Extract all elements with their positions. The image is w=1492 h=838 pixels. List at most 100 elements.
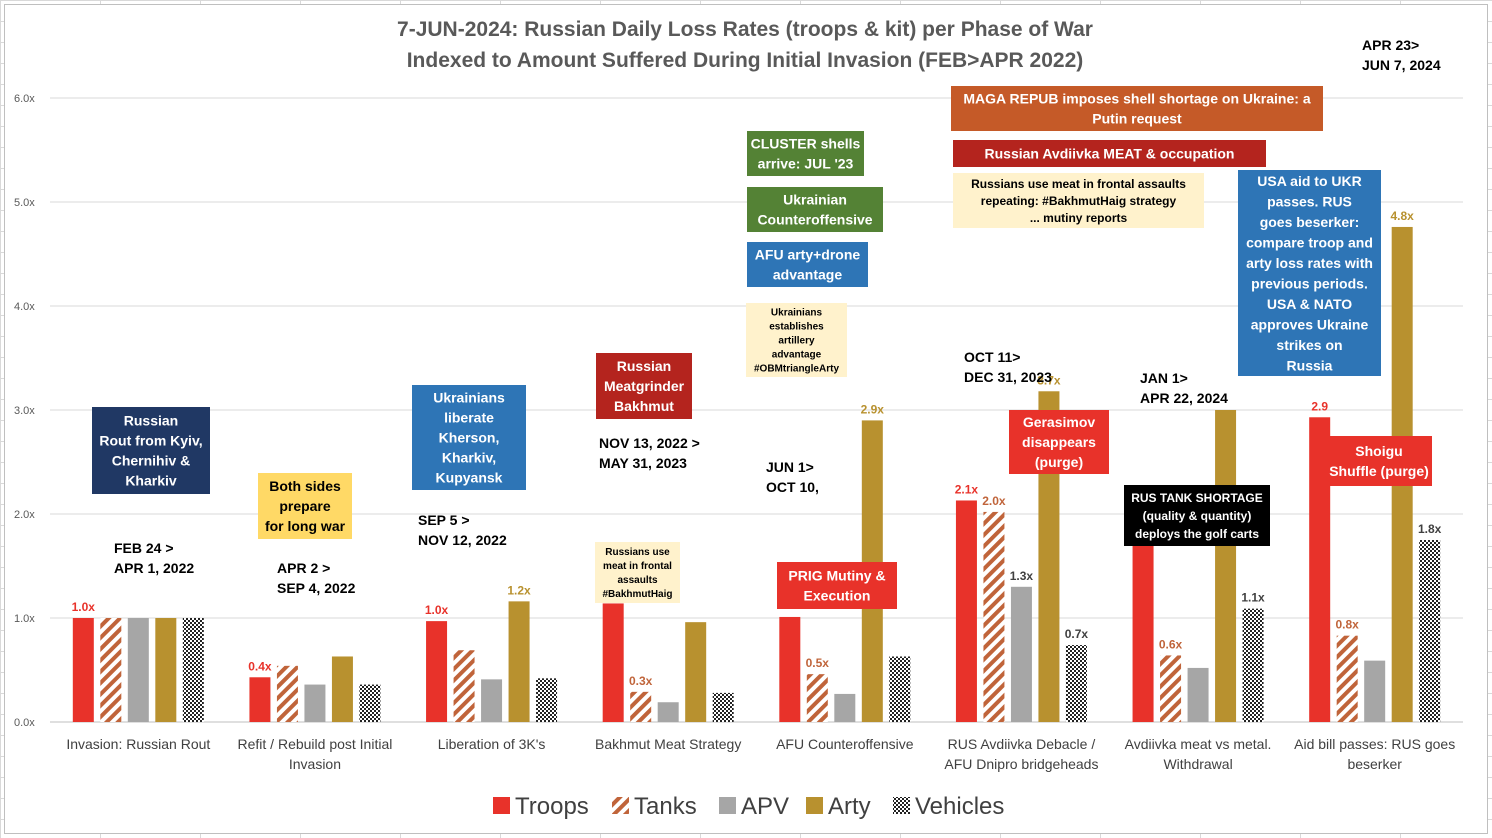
- annotation-text: Ukrainians: [433, 390, 505, 406]
- x-axis-labels: Invasion: Russian Rout Refit / Rebuild po…: [66, 736, 1455, 772]
- annotation-background: [951, 86, 1323, 131]
- bar-apv: [1187, 667, 1209, 722]
- bar-vehicles: [889, 656, 911, 722]
- annotation-background: [595, 542, 680, 603]
- category-label: beserker: [1347, 756, 1402, 772]
- annotation-text: advantage: [772, 350, 822, 361]
- legend-swatch-troops: [493, 797, 510, 814]
- y-tick-label: 4.0x: [14, 301, 35, 313]
- annotation-text: Kharkiv: [125, 473, 177, 489]
- annotation-text: Shuffle (purge): [1329, 463, 1429, 479]
- annotation-text: Russia: [1287, 357, 1333, 373]
- annotation-text: prepare: [279, 498, 331, 514]
- period-label: SEP 5 >: [418, 512, 470, 528]
- data-label: 3.7x: [1037, 373, 1061, 387]
- period-label: APR 2 >: [277, 560, 330, 576]
- annotation-box: Ukrainian Counteroffensive: [747, 187, 883, 232]
- data-label: 0.8x: [1336, 618, 1360, 632]
- annotation-text: Bakhmut: [614, 398, 674, 414]
- legend-swatch-apv: [719, 797, 736, 814]
- annotation-text: USA & NATO: [1267, 296, 1352, 312]
- period-label: MAY 31, 2023: [599, 455, 687, 471]
- annotation-text: Meatgrinder: [604, 378, 685, 394]
- annotation-text: compare troop and: [1246, 234, 1373, 250]
- bar-tanks: [630, 691, 652, 722]
- period-label: NOV 12, 2022: [418, 532, 507, 548]
- bar-apv: [127, 618, 149, 722]
- category-label: Bakhmut Meat Strategy: [595, 736, 741, 752]
- period-label: DEC 31, 2023: [964, 369, 1052, 385]
- annotation-text: disappears: [1022, 434, 1096, 450]
- period-label: FEB 24 >: [114, 540, 174, 556]
- bar-vehicles: [1419, 540, 1441, 722]
- annotation-text: Chernihiv &: [112, 453, 191, 469]
- annotation-box: AFU arty+drone advantage: [747, 242, 868, 287]
- annotations: Russian Rout from Kyiv, Chernihiv & Kharkiv…: [92, 86, 1432, 609]
- bar-arty: [331, 656, 353, 722]
- annotation-text: arty loss rates with: [1246, 255, 1373, 271]
- data-label: 1.3x: [1010, 569, 1034, 583]
- y-tick-label: 5.0x: [14, 197, 35, 209]
- y-tick-label: 0.0x: [14, 717, 35, 729]
- annotation-text: #OBMtriangleArty: [754, 364, 839, 375]
- annotation-box: Russian Rout from Kyiv, Chernihiv & Kharkiv: [92, 407, 210, 494]
- annotation-text: deploys the golf carts: [1135, 527, 1259, 541]
- annotation-text: (purge): [1035, 454, 1083, 470]
- period-label: APR 22, 2024: [1140, 390, 1228, 406]
- annotation-text: Kupyansk: [436, 470, 503, 486]
- legend-swatch-arty: [806, 797, 823, 814]
- annotation-box: Russian Meatgrinder Bakhmut: [596, 353, 692, 419]
- period-label: JUN 1>: [766, 459, 814, 475]
- category-label: Refit / Rebuild post Initial: [238, 736, 393, 752]
- category-label: Avdiivka meat vs metal.: [1125, 736, 1272, 752]
- bar-troops: [426, 621, 448, 722]
- data-label: 1.0x: [72, 600, 96, 614]
- annotation-text: Russian Avdiivka MEAT & occupation: [985, 146, 1235, 162]
- category-label: AFU Counteroffensive: [776, 736, 914, 752]
- y-tick-label: 6.0x: [14, 93, 35, 105]
- annotation-text: AFU arty+drone: [755, 247, 861, 263]
- data-label: 0.3x: [629, 674, 653, 688]
- annotation-text: meat in frontal: [603, 561, 672, 572]
- bar-apv: [1364, 660, 1386, 722]
- annotation-text: passes. RUS: [1267, 193, 1352, 209]
- period-label: OCT 11>: [964, 349, 1020, 365]
- annotation-text: strikes on: [1276, 337, 1342, 353]
- legend-swatch-tanks: [612, 797, 629, 814]
- data-label: 1.1x: [1241, 591, 1265, 605]
- category-label: Invasion: Russian Rout: [66, 736, 210, 752]
- category-label: Liberation of 3K's: [438, 736, 546, 752]
- annotation-text: ... mutiny reports: [1030, 211, 1128, 225]
- bar-apv: [481, 679, 503, 722]
- annotation-box: CLUSTER shells arrive: JUL '23: [747, 131, 864, 176]
- bar-apv: [834, 693, 856, 722]
- bar-tanks: [1336, 635, 1358, 722]
- annotation-text: approves Ukraine: [1251, 316, 1369, 332]
- bar-troops: [779, 616, 801, 722]
- annotation-text: repeating: #BakhmutHaig strategy: [981, 194, 1177, 208]
- bar-troops: [72, 618, 94, 722]
- annotation-box: Both sides prepare for long war: [258, 473, 352, 539]
- data-label: 0.6x: [1159, 637, 1183, 651]
- bar-troops: [955, 500, 977, 722]
- annotation-text: PRIG Mutiny &: [788, 568, 885, 584]
- bar-vehicles: [359, 684, 381, 722]
- annotation-text: Kherson,: [439, 430, 500, 446]
- annotation-text: Ukrainians: [771, 308, 823, 319]
- period-label: NOV 13, 2022 >: [599, 435, 700, 451]
- data-labels: 1.0x 0.4x 1.0x 2.1x 2.9 0.3x 0.5x 2.0x 0.6x 0.8x 1…: [72, 209, 1442, 688]
- annotation-text: establishes: [769, 322, 824, 333]
- annotation-text: RUS TANK SHORTAGE: [1131, 491, 1263, 505]
- annotation-text: Both sides: [269, 478, 341, 494]
- legend-label: Vehicles: [915, 793, 1004, 820]
- legend-swatch-vehicles: [893, 797, 910, 814]
- annotation-box: Ukrainians liberate Kherson, Kharkiv, Kupyan…: [412, 385, 526, 490]
- data-label: 2.1x: [955, 482, 979, 496]
- annotation-box: PRIG Mutiny & Execution: [777, 562, 897, 609]
- data-label: 0.4x: [248, 659, 272, 673]
- annotation-box: USA aid to UKR passes. RUS goes beserker: c…: [1238, 170, 1381, 376]
- annotation-box: RUS TANK SHORTAGE (quality & quantity) dep…: [1124, 485, 1270, 546]
- annotation-text: Execution: [804, 588, 871, 604]
- annotation-text: Russian: [124, 413, 178, 429]
